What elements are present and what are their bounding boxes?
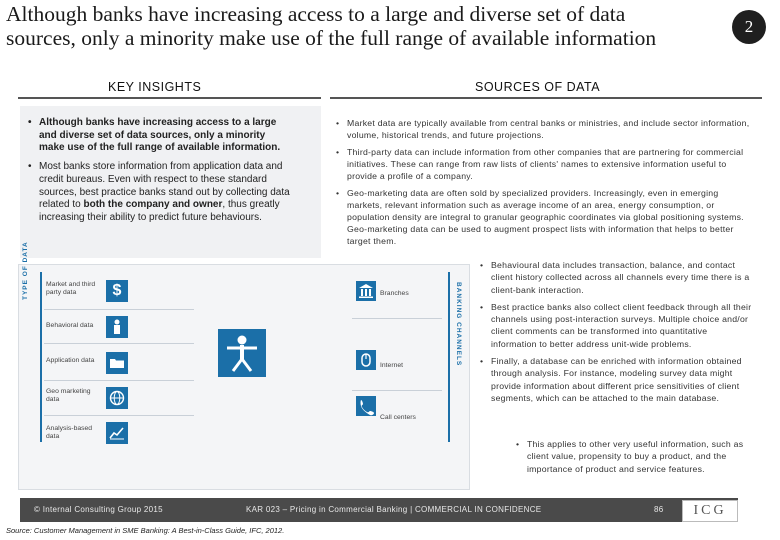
sources-sub-list: This applies to other very useful inform… (516, 438, 744, 475)
banking-channels-label: BANKING CHANNELS (455, 282, 462, 367)
divider (44, 343, 194, 344)
sources-rule (330, 97, 762, 99)
type-axis-line (40, 272, 42, 442)
copyright: © Internal Consulting Group 2015 (34, 505, 163, 514)
list-item: Although banks have increasing access to… (28, 117, 290, 155)
bullet-text: Most banks store information from applic… (39, 161, 290, 211)
bullet-text: , thus greatly increasing their ability … (39, 199, 280, 223)
person-icon (106, 316, 128, 338)
folder-icon (106, 352, 128, 374)
key-insights-list: Although banks have increasing access to… (28, 117, 290, 231)
data-type-label: Analysis-based data (46, 425, 93, 440)
globe-icon (106, 387, 128, 409)
type-of-data-label: TYPE OF DATA (22, 241, 29, 300)
key-insights-rule (18, 97, 321, 99)
source-citation: Source: Customer Management in SME Banki… (6, 526, 285, 535)
sources-list: Market data are typically available from… (336, 117, 752, 252)
list-item: Most banks store information from applic… (28, 161, 290, 225)
icg-logo: ICG (682, 500, 738, 522)
channel-label: Internet (380, 362, 404, 369)
sources-list-continued: Behavioural data includes transaction, b… (480, 259, 752, 409)
divider (44, 415, 194, 416)
list-item: Third-party data can include information… (336, 146, 752, 182)
bullet-emphasis: both the company and owner (83, 199, 223, 211)
footer-bar: © Internal Consulting Group 2015 KAR 023… (20, 498, 738, 522)
document-title: KAR 023 – Pricing in Commercial Banking … (246, 505, 542, 514)
divider (44, 380, 194, 381)
dollar-icon: $ (106, 280, 128, 302)
data-type-label: Application data (46, 357, 95, 364)
bank-icon (356, 281, 376, 301)
data-channels-diagram (18, 264, 470, 490)
phone-icon (356, 396, 376, 416)
chart-icon (106, 422, 128, 444)
list-item: This applies to other very useful inform… (516, 438, 744, 475)
page-title: Although banks have increasing access to… (6, 2, 657, 50)
channel-axis-line (448, 272, 450, 442)
page-number: 86 (654, 505, 664, 514)
mouse-icon (356, 350, 376, 370)
data-type-label: Geo marketing data (46, 388, 91, 403)
channel-label: Branches (380, 290, 409, 297)
page-badge: 2 (732, 10, 766, 44)
divider (352, 390, 442, 391)
divider (44, 309, 194, 310)
list-item: Best practice banks also collect client … (480, 301, 752, 350)
channel-label: Call centers (380, 414, 416, 421)
list-item: Geo-marketing data are often sold by spe… (336, 187, 752, 247)
sources-of-data-heading: SOURCES OF DATA (475, 80, 601, 94)
list-item: Finally, a database can be enriched with… (480, 355, 752, 404)
vitruvian-person-icon (218, 329, 266, 377)
data-type-label: Market and third party data (46, 281, 96, 296)
divider (352, 318, 442, 319)
data-type-label: Behavioral data (46, 322, 94, 329)
key-insights-heading: KEY INSIGHTS (108, 80, 202, 94)
list-item: Behavioural data includes transaction, b… (480, 259, 752, 296)
list-item: Market data are typically available from… (336, 117, 752, 141)
